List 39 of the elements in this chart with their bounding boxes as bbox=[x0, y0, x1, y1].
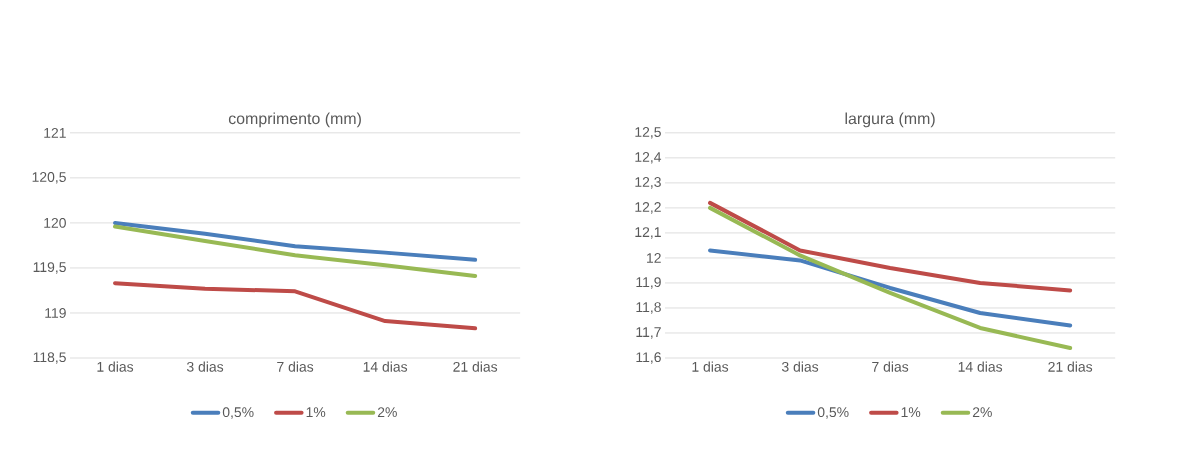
legend-label: 0,5% bbox=[222, 407, 254, 419]
y-tick-label: 119,5 bbox=[33, 262, 66, 274]
y-tick-label: 120 bbox=[44, 217, 66, 228]
chart-title: comprimento (mm) bbox=[228, 112, 361, 128]
y-tick-label: 119 bbox=[45, 308, 66, 318]
x-tick-label: 21 dias bbox=[1048, 361, 1093, 372]
chart-title: largura (mm) bbox=[845, 112, 935, 128]
y-tick-label: 11,7 bbox=[636, 327, 661, 339]
y-tick-label: 12,3 bbox=[635, 177, 661, 189]
line-series bbox=[708, 200, 1073, 293]
x-tick-label: 1 dias bbox=[692, 361, 729, 372]
x-tick-label: 3 dias bbox=[186, 361, 224, 372]
legend-label: 0,5% bbox=[817, 407, 849, 419]
legend-label: 1% bbox=[306, 407, 326, 417]
x-tick-label: 14 dias bbox=[363, 361, 408, 372]
x-tick-label: 1 dias bbox=[97, 361, 134, 372]
y-tick-label: 12,1 bbox=[635, 227, 661, 239]
y-tick-label: 120,5 bbox=[32, 172, 66, 184]
y-tick-label: 121 bbox=[44, 127, 66, 138]
line-series bbox=[113, 281, 478, 331]
x-tick-label: 7 dias bbox=[277, 361, 314, 372]
y-tick-label: 12,2 bbox=[635, 202, 661, 214]
line-series bbox=[113, 220, 478, 262]
y-tick-label: 12,5 bbox=[635, 127, 661, 139]
legend-label: 2% bbox=[377, 407, 397, 418]
line-series bbox=[708, 205, 1073, 350]
y-tick-label: 12 bbox=[647, 253, 661, 263]
y-tick-label: 12,4 bbox=[635, 152, 662, 164]
legend-label: 1% bbox=[901, 407, 921, 417]
y-tick-label: 118,5 bbox=[33, 352, 66, 364]
x-tick-label: 14 dias bbox=[958, 361, 1003, 372]
line-series bbox=[113, 224, 478, 279]
x-tick-label: 21 dias bbox=[453, 361, 498, 372]
y-tick-label: 11,9 bbox=[636, 277, 661, 289]
y-tick-label: 11,8 bbox=[636, 302, 661, 314]
legend-label: 2% bbox=[972, 407, 992, 418]
y-tick-label: 11,6 bbox=[636, 352, 661, 364]
x-tick-label: 7 dias bbox=[872, 361, 909, 372]
x-tick-label: 3 dias bbox=[781, 361, 819, 372]
